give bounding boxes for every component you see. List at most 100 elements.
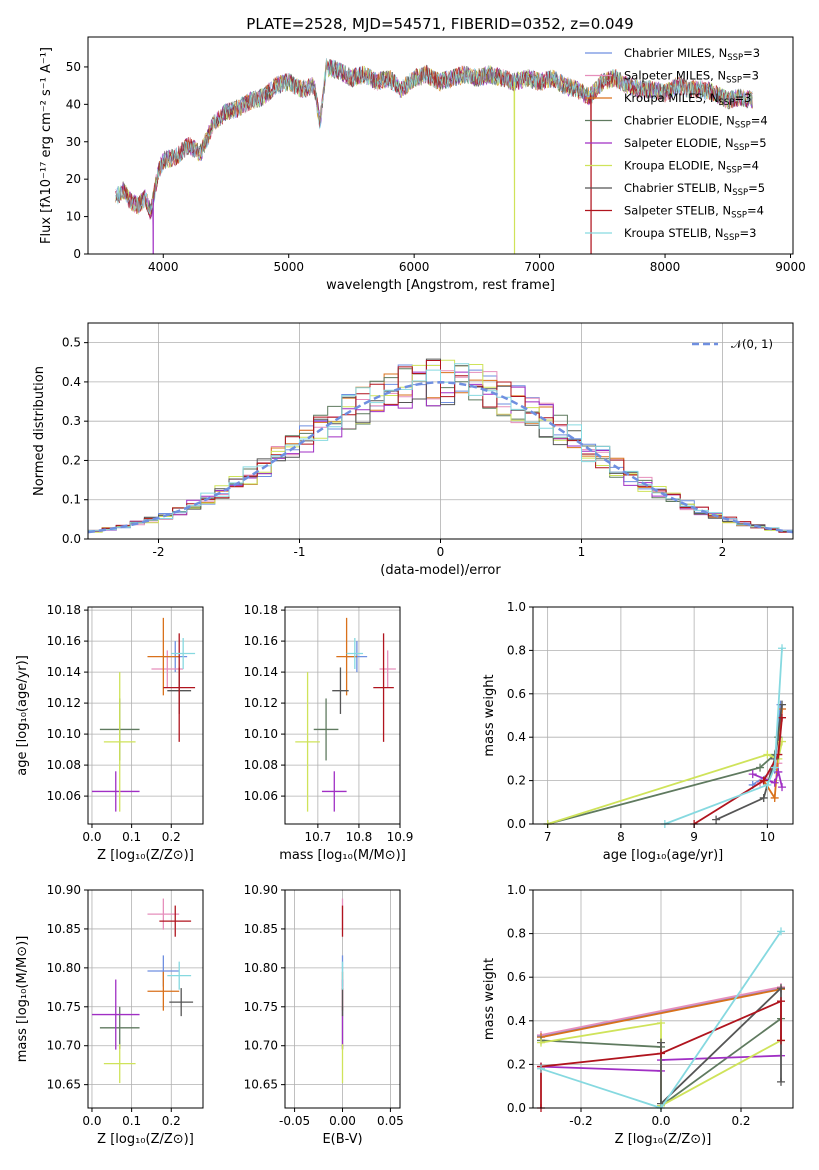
weight-marker: [777, 927, 785, 936]
y-tick-label: 10.10: [47, 727, 81, 741]
weight-line-5: [547, 741, 783, 825]
weight-marker: [657, 1018, 665, 1027]
plot-area: [91, 898, 194, 1084]
weight-marker: [770, 778, 779, 787]
x-tick-label: 10.8: [346, 830, 373, 844]
legend-entry: Kroupa ELODIE, NSSP=4: [624, 159, 759, 176]
y-tick-label: 10.10: [244, 727, 278, 741]
x-tick-label: 0.00: [329, 1114, 356, 1128]
legend-entry: Salpeter MILES, NSSP=3: [624, 69, 759, 86]
y-axis-label: mass weight: [482, 958, 497, 1040]
y-tick-label: 10.18: [244, 603, 278, 617]
y-tick-label: 0.6: [507, 970, 526, 984]
y-tick-label: 10.14: [244, 665, 278, 679]
y-tick-label: 0.8: [507, 927, 526, 941]
y-tick-label: 10.16: [244, 634, 278, 648]
errorbar-point: [147, 898, 180, 930]
weight-marker: [777, 984, 785, 993]
normal-legend-label: 𝒩(0, 1): [731, 337, 773, 351]
y-tick-label: 10.08: [244, 758, 278, 772]
x-tick-label: 10.7: [304, 830, 331, 844]
y-tick-label: 10.80: [47, 961, 81, 975]
y-tick-label: 10.65: [244, 1078, 278, 1092]
x-tick-label: 10.9: [387, 830, 414, 844]
errorbar-point: [346, 638, 364, 669]
y-tick-label: 10.06: [47, 789, 81, 803]
y-tick-label: 0.4: [507, 730, 526, 744]
y-tick-label: 0.0: [62, 532, 81, 546]
y-axis-label: Flux [fλ10⁻¹⁷ erg cm⁻² s⁻¹ A⁻¹]: [39, 47, 54, 244]
x-tick-label: 0.0: [651, 1114, 670, 1128]
y-axis-label: age [log₁₀(age/yr)]: [15, 655, 30, 776]
axes-frame: [87, 606, 204, 825]
errorbar-point: [147, 971, 180, 1011]
x-tick-label: 0.2: [731, 1114, 750, 1128]
y-tick-label: 0: [73, 247, 81, 261]
y-axis-label: mass weight: [482, 674, 497, 756]
legend-entry: Salpeter STELIB, NSSP=4: [624, 204, 764, 221]
y-tick-label: 0.1: [62, 493, 81, 507]
x-tick-label: 0.0: [82, 1114, 101, 1128]
weight-marker: [759, 793, 768, 802]
x-tick-label: 0.2: [162, 1114, 181, 1128]
errorbar-point: [91, 771, 140, 812]
weight-marker: [777, 1077, 785, 1086]
errorbar-point: [167, 961, 192, 990]
weight-line-6: [715, 704, 783, 821]
weight-marker: [778, 644, 787, 653]
y-tick-label: 0.6: [507, 687, 526, 701]
legend-entry: Salpeter ELODIE, NSSP=5: [624, 136, 767, 153]
y-tick-label: 10.14: [47, 665, 81, 679]
weight-marker: [774, 767, 783, 776]
y-tick-label: 10.80: [244, 961, 278, 975]
x-axis-label: mass [log₁₀(M/M⊙)]: [279, 848, 406, 863]
legend-entry: Kroupa MILES, NSSP=3: [624, 91, 751, 108]
weight-marker: [763, 780, 772, 789]
x-tick-label: 2: [719, 545, 727, 559]
y-axis-label: Normed distribution: [32, 366, 47, 496]
y-tick-label: 50: [66, 60, 81, 74]
weight-marker: [748, 770, 757, 779]
y-tick-label: 10: [66, 210, 81, 224]
y-tick-label: 10.85: [244, 922, 278, 936]
errorbar-point: [163, 633, 196, 742]
plot-area: [115, 58, 753, 255]
weight-marker: [778, 783, 787, 792]
x-tick-label: 7000: [524, 260, 555, 274]
errorbar-point: [99, 1006, 140, 1049]
y-tick-label: 0.2: [507, 1057, 526, 1071]
errorbar-point: [103, 672, 136, 812]
y-tick-label: 10.65: [47, 1078, 81, 1092]
panel-mass_vs_Z: 0.0 0.1 0.2 10.65 10.70 10.75 10.80 10.85 10.90 Z…: [15, 883, 204, 1147]
errorbar-point: [147, 617, 180, 696]
y-tick-label: 10.70: [244, 1039, 278, 1053]
x-tick-label: 10: [760, 830, 775, 844]
x-tick-label: 5000: [273, 260, 304, 274]
weight-marker: [657, 1049, 665, 1058]
x-tick-label: 9000: [775, 260, 806, 274]
y-tick-label: 10.12: [244, 696, 278, 710]
weight-marker: [657, 1038, 665, 1047]
errorbar-point: [332, 667, 349, 714]
y-tick-label: 10.90: [244, 883, 278, 897]
plot-area: [543, 644, 787, 828]
y-tick-label: 10.70: [47, 1039, 81, 1053]
spectrum-line-8: [115, 58, 753, 215]
errorbar-point: [159, 905, 192, 937]
panel-massweight_vs_Z: -0.2 0.0 0.2 0.0 0.2 0.4 0.6 0.8 1.0 Z [log₁₀(Z/Z…: [482, 883, 794, 1147]
y-tick-label: 0.0: [507, 817, 526, 831]
y-tick-label: 0.0: [507, 1101, 526, 1115]
x-tick-label: 8: [617, 830, 625, 844]
errorbar-point: [295, 672, 320, 812]
y-tick-label: 30: [66, 135, 81, 149]
panel-age_vs_Z: 0.0 0.1 0.2 10.06 10.08 10.10 10.12 10.14 10.16 1…: [15, 603, 204, 863]
spectrum-title: PLATE=2528, MJD=54571, FIBERID=0352, z=0…: [246, 15, 633, 33]
weight-line-1: [540, 986, 782, 1036]
errorbar-point: [373, 633, 394, 742]
weight-line-8: [664, 648, 783, 825]
x-tick-label: 0.05: [377, 1114, 404, 1128]
y-tick-label: 20: [66, 172, 81, 186]
x-tick-label: 8000: [650, 260, 681, 274]
x-tick-label: -2: [153, 545, 165, 559]
